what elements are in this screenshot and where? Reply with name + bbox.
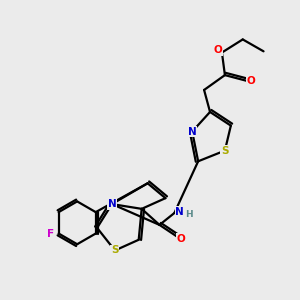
Text: N: N (188, 127, 197, 136)
Text: O: O (176, 234, 185, 244)
Text: S: S (111, 245, 119, 256)
Text: N: N (175, 206, 184, 217)
Text: H: H (185, 210, 193, 219)
Text: N: N (108, 199, 116, 209)
Text: F: F (47, 229, 54, 238)
Text: S: S (221, 146, 229, 156)
Text: O: O (214, 45, 223, 55)
Text: O: O (247, 76, 255, 86)
